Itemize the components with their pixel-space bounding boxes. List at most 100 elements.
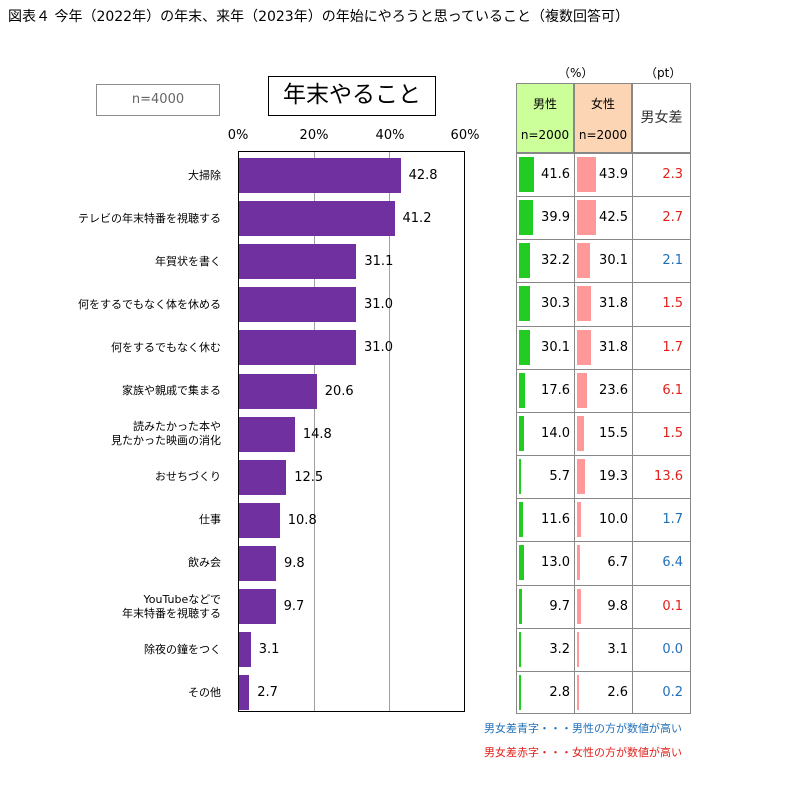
note-red: 男女差赤字・・・女性の方が数値が高い <box>484 746 682 759</box>
male-bar <box>519 415 524 451</box>
category-label: 何をするでもなく休む <box>0 330 221 365</box>
male-value: 17.6 <box>541 382 570 398</box>
gridline <box>314 152 315 711</box>
male-cell: 5.7 <box>516 455 574 498</box>
male-value: 41.6 <box>541 167 570 182</box>
bar-value-label: 12.5 <box>294 469 324 485</box>
bar <box>239 201 395 237</box>
male-bar <box>519 243 531 279</box>
bar <box>239 416 295 452</box>
bar-value-label: 31.1 <box>364 254 394 270</box>
diff-cell: 6.4 <box>632 541 691 584</box>
x-tick-label: 0% <box>227 128 249 143</box>
female-value: 6.7 <box>607 555 628 571</box>
female-value: 15.5 <box>599 425 628 441</box>
male-bar <box>519 329 530 365</box>
chart-title: 年末やること <box>268 76 436 116</box>
female-value: 23.6 <box>599 382 628 398</box>
plot-area <box>238 151 465 712</box>
male-value: 30.3 <box>541 296 570 312</box>
category-label-line: 何をするでもなく休む <box>111 340 221 354</box>
diff-value: 13.6 <box>654 469 683 485</box>
male-cell: 30.1 <box>516 326 574 369</box>
category-label-line: その他 <box>188 685 221 699</box>
female-cell: 3.1 <box>574 628 632 671</box>
diff-cell: 13.6 <box>632 455 691 498</box>
category-label: その他 <box>0 675 221 710</box>
diff-cell: 0.1 <box>632 585 691 628</box>
diff-cell: 0.0 <box>632 628 691 671</box>
category-label: おせちづくり <box>0 460 221 495</box>
bar-value-label: 31.0 <box>364 297 393 313</box>
male-bar <box>519 588 523 624</box>
male-cell: 2.8 <box>516 671 574 714</box>
female-bar <box>577 674 579 710</box>
category-label: 飲み会 <box>0 546 221 581</box>
female-bar <box>577 329 591 365</box>
bar <box>239 158 401 193</box>
female-bar <box>577 200 596 236</box>
category-label: テレビの年末特番を視聴する <box>0 201 221 236</box>
bar <box>239 287 357 323</box>
category-label-line: 何をするでもなく体を休める <box>78 297 221 311</box>
category-label: 読みたかった本や 見たかった映画の消化 <box>0 417 221 452</box>
female-header: 女性 n=2000 <box>574 83 632 153</box>
female-cell: 9.8 <box>574 585 632 628</box>
male-bar <box>519 502 524 538</box>
bar-value-label: 41.2 <box>402 211 432 227</box>
category-label-line: 除夜の鐘をつく <box>144 642 221 656</box>
female-value: 42.5 <box>599 210 628 226</box>
diff-value: 2.7 <box>662 210 683 226</box>
male-header: 男性 n=2000 <box>516 83 574 153</box>
table-row-divider <box>516 627 691 629</box>
bar <box>239 545 276 581</box>
female-bar <box>577 372 588 408</box>
table-row-divider <box>516 455 691 457</box>
female-cell: 23.6 <box>574 369 632 412</box>
bar <box>239 459 287 495</box>
male-cell: 17.6 <box>516 369 574 412</box>
diff-value: 2.3 <box>662 167 683 182</box>
diff-value: 1.7 <box>662 512 683 528</box>
female-cell: 2.6 <box>574 671 632 714</box>
bar <box>239 502 280 538</box>
category-label-line: YouTubeなどで <box>143 592 221 606</box>
category-label-line: 飲み会 <box>188 556 221 570</box>
male-bar <box>519 545 524 581</box>
female-bar <box>577 243 591 279</box>
category-label: 除夜の鐘をつく <box>0 632 221 667</box>
diff-value: 0.1 <box>662 598 683 614</box>
comparison-table <box>516 153 691 714</box>
male-value: 39.9 <box>541 210 570 226</box>
male-cell: 39.9 <box>516 196 574 239</box>
female-value: 31.8 <box>599 296 628 312</box>
category-label-line: 家族や親戚で集まる <box>122 384 221 397</box>
male-bar <box>519 157 534 192</box>
table-row-divider <box>516 239 691 241</box>
female-value: 2.6 <box>607 684 628 700</box>
figure-title: 図表４ 今年（2022年）の年末、来年（2023年）の年始にやろうと思っているこ… <box>8 9 630 25</box>
unit-percent-label: （%） <box>558 66 594 80</box>
bar-value-label: 31.0 <box>364 340 393 356</box>
category-label-line: 仕事 <box>199 513 221 527</box>
bar <box>239 675 250 711</box>
female-bar <box>577 415 584 451</box>
male-value: 2.8 <box>549 684 570 700</box>
bar <box>239 373 317 409</box>
male-cell: 11.6 <box>516 498 574 541</box>
diff-value: 1.7 <box>662 339 683 355</box>
female-cell: 42.5 <box>574 196 632 239</box>
female-value: 3.1 <box>607 641 628 657</box>
diff-cell: 1.7 <box>632 498 691 541</box>
table-row-divider <box>516 196 691 198</box>
female-value: 19.3 <box>599 469 628 485</box>
female-value: 30.1 <box>599 253 628 269</box>
male-cell: 30.3 <box>516 282 574 325</box>
diff-value: 1.5 <box>662 425 683 441</box>
diff-cell: 2.3 <box>632 153 691 196</box>
unit-point-label: （pt） <box>645 66 682 80</box>
male-bar <box>519 631 521 667</box>
female-cell: 31.8 <box>574 326 632 369</box>
female-sample-size: n=2000 <box>578 128 628 142</box>
female-cell: 31.8 <box>574 282 632 325</box>
